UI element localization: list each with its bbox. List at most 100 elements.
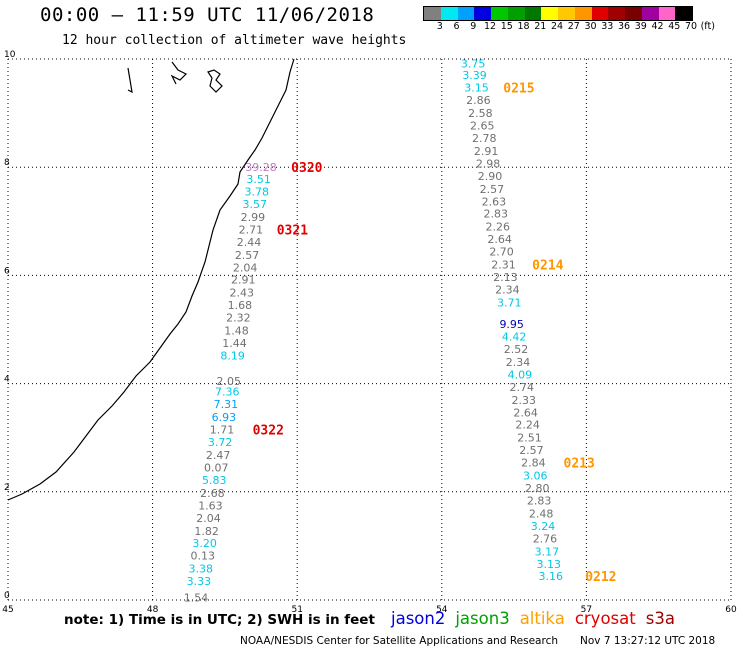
- scale-swatch-8: [558, 7, 575, 20]
- wave-height-value: 2.74: [510, 381, 535, 394]
- wave-height-value: 3.17: [535, 545, 560, 558]
- wave-height-value: 2.64: [513, 406, 538, 419]
- y-tick-label: 8: [4, 158, 10, 168]
- scale-swatch-14: [658, 7, 676, 20]
- wave-height-value: 2.98: [476, 157, 501, 170]
- track-west: 39.283.513.783.572.992.712.442.572.042.9…: [184, 161, 323, 604]
- wave-height-value: 2.52: [504, 343, 529, 356]
- wave-height-value: 2.70: [489, 246, 514, 259]
- y-tick-label: 4: [4, 375, 10, 385]
- wave-height-value: 1.54: [184, 591, 209, 604]
- source-credit: NOAA/NESDIS Center for Satellite Applica…: [240, 635, 558, 647]
- wave-height-value: 3.06: [523, 470, 548, 483]
- wave-height-value: 2.48: [529, 507, 554, 520]
- scale-label: 12: [483, 21, 497, 32]
- wave-height-value: 2.91: [474, 145, 499, 158]
- wave-height-value: 2.04: [233, 261, 258, 274]
- wave-height-value: 2.51: [517, 432, 542, 445]
- scale-swatch-1: [440, 7, 458, 20]
- scale-swatch-3: [474, 7, 491, 20]
- wave-height-value: 4.09: [508, 368, 533, 381]
- scale-label: 30: [584, 21, 597, 32]
- wave-height-value: 2.32: [226, 312, 251, 325]
- wave-height-value: 2.78: [472, 132, 497, 145]
- scale-label: 3: [436, 21, 443, 32]
- pass-time-label: 0213: [564, 457, 595, 472]
- wave-height-value: 7.36: [215, 386, 240, 399]
- altimeter-tracks: 39.283.513.783.572.992.712.442.572.042.9…: [184, 57, 617, 604]
- wave-height-value: 2.43: [230, 287, 255, 300]
- scale-swatch-9: [574, 7, 592, 20]
- wave-height-value: 2.71: [239, 223, 264, 236]
- x-tick-label: 57: [581, 605, 592, 615]
- island-outline: [170, 61, 188, 85]
- chart-title: 00:00 — 11:59 UTC 11/06/2018: [40, 4, 375, 26]
- wave-height-value: 2.57: [480, 183, 505, 196]
- scale-label: 33: [601, 21, 614, 32]
- wave-height-value: 8.19: [220, 349, 245, 362]
- y-tick-label: 2: [4, 483, 10, 493]
- wave-height-value: 3.78: [244, 186, 269, 199]
- scale-label: 70: [684, 21, 698, 32]
- wave-height-value: 39.28: [245, 161, 277, 174]
- pass-time-label: 0321: [277, 223, 308, 238]
- scale-swatch-7: [541, 7, 558, 20]
- island-outline: [127, 67, 133, 94]
- scale-swatch-4: [491, 7, 508, 20]
- scale-swatch-6: [524, 7, 542, 20]
- wave-height-value: 2.76: [533, 532, 558, 545]
- x-tick-label: 48: [147, 605, 159, 615]
- wave-height-value: 2.84: [521, 457, 546, 470]
- scale-label: 39: [634, 21, 647, 32]
- x-tick-label: 45: [2, 605, 13, 615]
- legend-jason3: jason3: [455, 609, 510, 628]
- scale-label: 9: [470, 21, 477, 32]
- scale-swatch-12: [625, 7, 642, 20]
- wave-height-value: 2.83: [484, 208, 509, 221]
- legend-jason2: jason2: [391, 609, 446, 628]
- wave-height-value: 2.65: [470, 120, 495, 133]
- color-scale-labels: 3 6 9 12 15 18 21 24 27 30 33 36 39 42 45 70 (ft): [423, 21, 740, 35]
- y-tick-label: 10: [4, 50, 16, 60]
- y-tick-label: 6: [4, 266, 10, 276]
- x-tick-label: 51: [291, 605, 302, 615]
- wave-height-value: 2.63: [482, 195, 507, 208]
- wave-height-value: 2.05: [217, 375, 242, 388]
- x-tick-label: 60: [725, 605, 737, 615]
- pass-time-label: 0320: [291, 161, 322, 176]
- scale-label: 21: [534, 21, 547, 32]
- wave-height-value: 2.68: [200, 487, 225, 500]
- pass-time-label: 0322: [253, 424, 284, 439]
- wave-height-value: 2.80: [525, 482, 550, 495]
- scale-label: 27: [567, 21, 580, 32]
- generated-timestamp: Nov 7 13:27:12 UTC 2018: [580, 635, 716, 647]
- pass-time-label: 0215: [503, 82, 534, 97]
- scale-label: (ft): [700, 21, 715, 32]
- scale-swatch-10: [591, 7, 609, 20]
- scale-label: 18: [517, 21, 530, 32]
- legend-cryosat: cryosat: [574, 609, 636, 628]
- wave-height-value: 3.38: [189, 563, 214, 576]
- scale-label: 36: [617, 21, 631, 32]
- wave-height-value: 3.39: [462, 69, 487, 82]
- pass-time-label: 0212: [585, 570, 616, 585]
- legend-altika: altika: [519, 609, 565, 628]
- wave-height-value: 0.07: [204, 461, 229, 474]
- wave-height-value: 6.93: [212, 411, 237, 424]
- lat-lon-grid: [7, 58, 732, 601]
- wave-height-value: 0.13: [190, 550, 215, 563]
- wave-height-value: 2.44: [237, 236, 262, 249]
- wave-height-value: 2.90: [478, 170, 503, 183]
- wave-height-value: 3.16: [538, 570, 563, 583]
- scale-swatch-13: [641, 7, 659, 20]
- wave-height-value: 2.24: [515, 419, 540, 432]
- wave-height-value: 2.34: [495, 283, 520, 296]
- wave-height-value: 3.15: [464, 82, 489, 95]
- wave-height-value: 3.71: [497, 296, 522, 309]
- wave-height-value: 2.86: [466, 94, 491, 107]
- wave-height-value: 1.82: [194, 525, 219, 538]
- units-note: note: 1) Time is in UTC; 2) SWH is in fe…: [64, 612, 375, 628]
- wave-height-value: 5.83: [202, 474, 227, 487]
- wave-height-value: 2.64: [487, 233, 512, 246]
